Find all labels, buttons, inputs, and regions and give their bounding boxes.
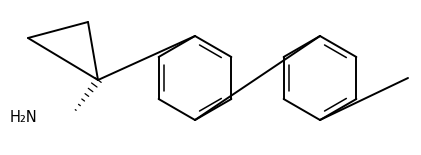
Text: H₂N: H₂N <box>10 111 38 126</box>
